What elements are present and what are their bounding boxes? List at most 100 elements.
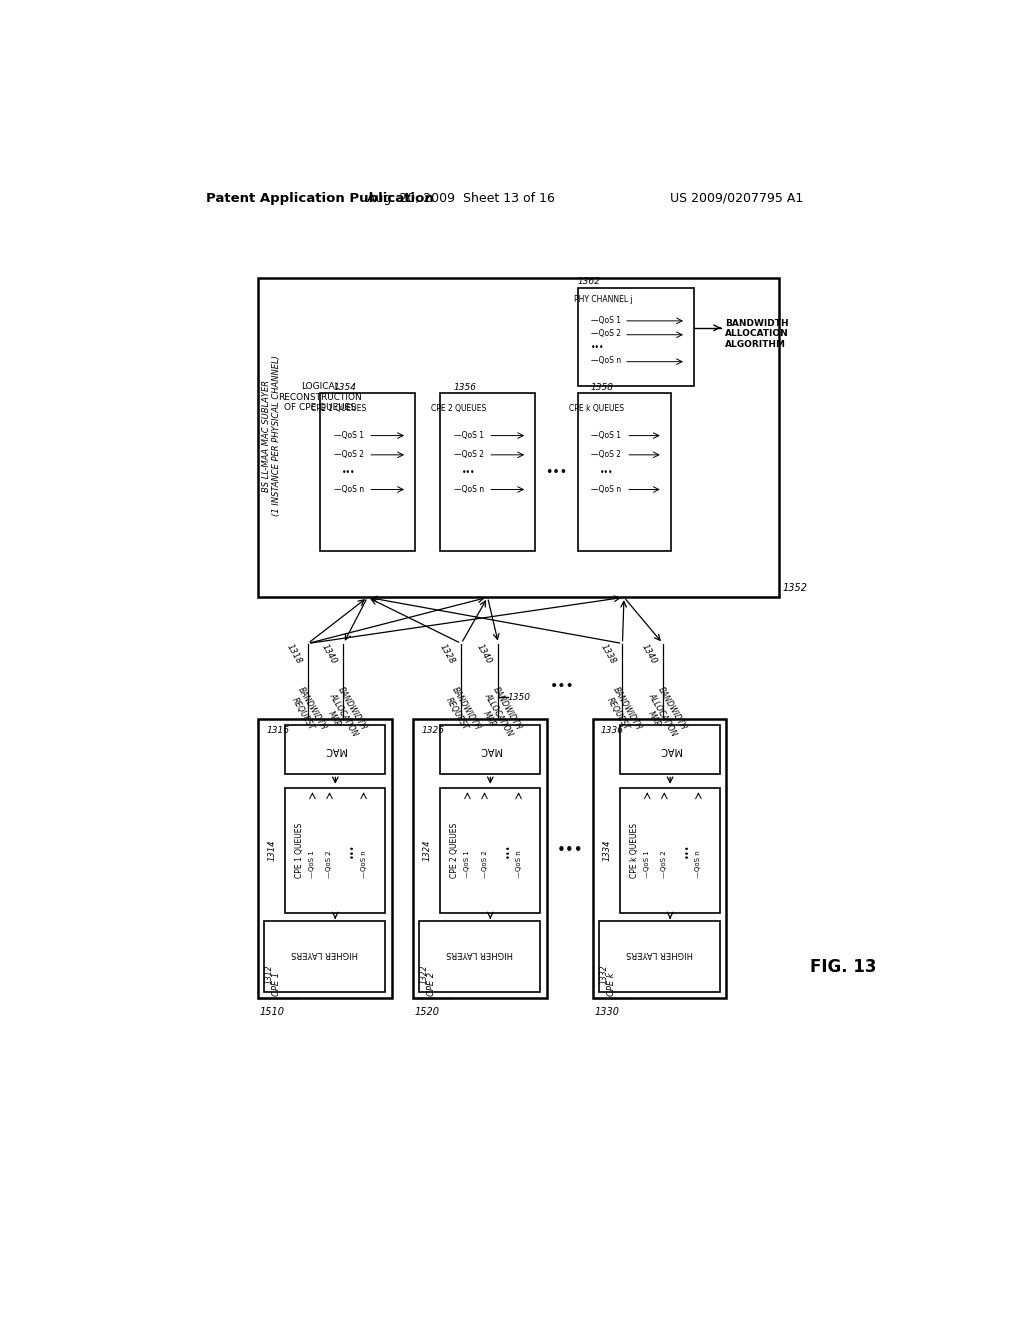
Text: —QoS 2: —QoS 2	[591, 330, 621, 338]
Bar	[258, 719, 391, 998]
Text: 1362: 1362	[578, 277, 600, 286]
Text: CPE 1: CPE 1	[272, 972, 282, 995]
Text: —QoS 2: —QoS 2	[454, 450, 484, 459]
Text: 1326: 1326	[421, 726, 444, 735]
Text: —QoS 2: —QoS 2	[334, 450, 364, 459]
Text: HIGHER LAYERS: HIGHER LAYERS	[627, 949, 693, 957]
Text: 1328: 1328	[438, 643, 457, 665]
Text: 1510: 1510	[260, 1007, 285, 1016]
Text: —QoS 1: —QoS 1	[334, 432, 364, 440]
Text: 1354: 1354	[334, 383, 356, 392]
Text: BANDWIDTH
ALLOCATION
ALGORITHM: BANDWIDTH ALLOCATION ALGORITHM	[725, 319, 788, 348]
Text: BS LL-MAA MAC SUBLAYER
(1 INSTANCE PER PHYSICAL CHANNEL): BS LL-MAA MAC SUBLAYER (1 INSTANCE PER P…	[262, 355, 281, 516]
Bar	[440, 725, 541, 775]
Text: PHY CHANNEL j: PHY CHANNEL j	[573, 294, 633, 304]
Text: 1358: 1358	[591, 383, 613, 392]
Text: CPE 1 QUEUES: CPE 1 QUEUES	[311, 404, 367, 413]
Text: —QoS 1: —QoS 1	[591, 432, 622, 440]
Text: CPE 2 QUEUES: CPE 2 QUEUES	[431, 404, 486, 413]
Text: 1316: 1316	[266, 726, 289, 735]
Text: 1330: 1330	[595, 1007, 620, 1016]
Text: —QoS 1: —QoS 1	[591, 315, 621, 325]
Text: 1318: 1318	[285, 643, 303, 665]
Text: HIGHER LAYERS: HIGHER LAYERS	[446, 949, 513, 957]
Bar	[286, 725, 385, 775]
Text: —QoS 2: —QoS 2	[481, 850, 487, 878]
Text: •••: •••	[683, 843, 692, 858]
Text: 1312: 1312	[264, 965, 273, 985]
Bar	[440, 393, 535, 552]
Bar	[440, 788, 541, 913]
Text: 1340: 1340	[475, 643, 494, 665]
Text: CPE k QUEUES: CPE k QUEUES	[630, 824, 639, 878]
Bar	[264, 921, 385, 991]
Text: —QoS n: —QoS n	[695, 850, 701, 878]
Text: 1340: 1340	[640, 643, 658, 665]
Text: Aug. 20, 2009  Sheet 13 of 16: Aug. 20, 2009 Sheet 13 of 16	[368, 191, 555, 205]
Text: •••: •••	[556, 843, 583, 858]
Text: BANDWIDTH
REQUEST: BANDWIDTH REQUEST	[440, 686, 481, 738]
Text: 1332: 1332	[599, 965, 608, 985]
Text: •••: •••	[462, 469, 476, 477]
Text: 1350: 1350	[508, 693, 530, 702]
Text: 1520: 1520	[415, 1007, 439, 1016]
Text: —QoS n: —QoS n	[334, 484, 364, 494]
Text: —QoS n: —QoS n	[591, 356, 621, 366]
Bar	[321, 393, 415, 552]
Text: BANDWIDTH
ALLOCATION
MAP: BANDWIDTH ALLOCATION MAP	[473, 686, 523, 743]
Bar	[286, 788, 385, 913]
Text: •••: •••	[550, 678, 574, 693]
Text: —QoS n: —QoS n	[360, 850, 367, 878]
Text: BANDWIDTH
REQUEST: BANDWIDTH REQUEST	[602, 686, 643, 738]
Text: •••: •••	[503, 843, 512, 858]
Text: 1322: 1322	[420, 965, 428, 985]
Text: •••: •••	[342, 469, 355, 477]
Text: —QoS n: —QoS n	[454, 484, 484, 494]
Bar	[578, 393, 671, 552]
Text: BANDWIDTH
ALLOCATION
MAP: BANDWIDTH ALLOCATION MAP	[318, 686, 369, 743]
Text: 1356: 1356	[454, 383, 476, 392]
Text: CPE k: CPE k	[607, 972, 616, 995]
Text: —QoS 1: —QoS 1	[309, 850, 315, 878]
Text: •••: •••	[546, 466, 567, 479]
Text: MAC: MAC	[479, 744, 501, 755]
Text: 1338: 1338	[599, 643, 617, 665]
Text: •••: •••	[591, 343, 604, 351]
Text: 1340: 1340	[321, 643, 339, 665]
Text: •••: •••	[348, 843, 357, 858]
Text: —QoS 2: —QoS 2	[327, 850, 333, 878]
Text: BANDWIDTH
ALLOCATION
MAP: BANDWIDTH ALLOCATION MAP	[638, 686, 688, 743]
Text: —QoS n: —QoS n	[591, 484, 622, 494]
Text: —QoS 1: —QoS 1	[465, 850, 470, 878]
Bar	[599, 921, 720, 991]
Text: FIG. 13: FIG. 13	[810, 958, 877, 975]
Text: MAC: MAC	[659, 744, 681, 755]
Bar	[621, 725, 720, 775]
Text: Patent Application Publication: Patent Application Publication	[206, 191, 433, 205]
Text: HIGHER LAYERS: HIGHER LAYERS	[292, 949, 358, 957]
Bar	[414, 719, 547, 998]
Text: —QoS 2: —QoS 2	[591, 450, 622, 459]
Text: 1324: 1324	[423, 840, 432, 862]
Text: US 2009/0207795 A1: US 2009/0207795 A1	[671, 191, 804, 205]
Text: —QoS 2: —QoS 2	[662, 850, 668, 878]
Text: —QoS n: —QoS n	[516, 850, 521, 878]
Text: —QoS 1: —QoS 1	[644, 850, 650, 878]
Text: 1334: 1334	[602, 840, 611, 862]
Text: 1336: 1336	[601, 726, 624, 735]
Text: 1314: 1314	[267, 840, 276, 862]
Text: LOGICAL
RECONSTRUCTION
OF CPE QUEUES: LOGICAL RECONSTRUCTION OF CPE QUEUES	[279, 383, 362, 412]
Bar	[578, 288, 693, 385]
Text: MAC: MAC	[325, 744, 346, 755]
Bar	[621, 788, 720, 913]
Text: •••: •••	[599, 469, 613, 477]
Text: CPE 2 QUEUES: CPE 2 QUEUES	[450, 822, 459, 878]
Text: BANDWIDTH
REQUEST: BANDWIDTH REQUEST	[288, 686, 329, 738]
Text: CPE k QUEUES: CPE k QUEUES	[568, 404, 624, 413]
Text: 1352: 1352	[783, 583, 808, 593]
Text: CPE 1 QUEUES: CPE 1 QUEUES	[295, 822, 304, 878]
Bar	[593, 719, 726, 998]
Text: —QoS 1: —QoS 1	[454, 432, 484, 440]
Text: CPE 2: CPE 2	[427, 972, 436, 995]
Bar	[420, 921, 541, 991]
